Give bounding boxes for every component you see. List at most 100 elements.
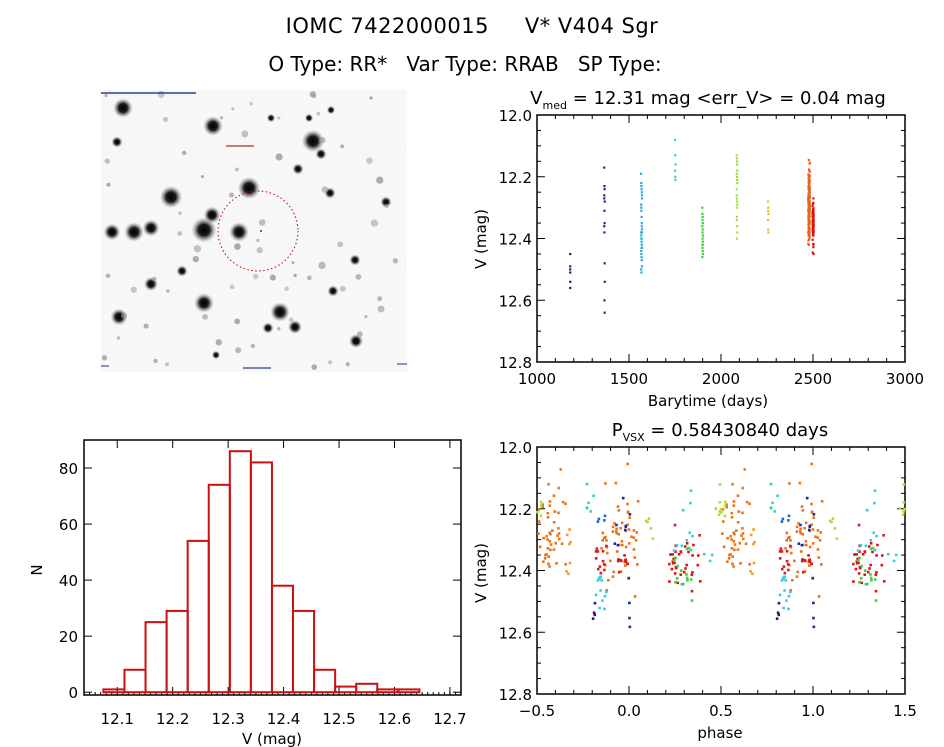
title-symbol: P [612,420,623,441]
data-point [725,503,728,506]
data-point [736,169,739,172]
data-point [818,538,822,542]
data-point [812,245,815,249]
data-point [782,565,786,568]
x-tick-label: 12.2 [156,710,189,728]
data-point [674,175,677,178]
data-point [554,541,558,545]
data-point [603,197,606,200]
data-point [732,531,735,535]
data-point [807,227,810,230]
x-tick-label: 12.7 [433,710,466,728]
data-point [808,525,812,529]
star [304,113,314,123]
faint-star [258,219,266,226]
data-point [632,529,636,532]
data-point [621,496,625,500]
star [315,148,327,160]
data-point [640,240,643,243]
faint-star [392,258,399,264]
data-point [736,494,740,498]
data-point [796,570,800,574]
o-type-value: RR* [349,52,388,76]
data-point [569,268,572,271]
data-point [640,256,643,259]
data-point [812,513,816,516]
target-label-mark [226,145,254,147]
data-point [784,547,787,550]
data-point [600,547,603,550]
data-point [548,504,552,507]
data-point [673,523,677,527]
data-point [595,547,599,550]
data-point [599,575,603,579]
faint-star [235,347,242,354]
data-point [623,564,627,567]
data-point [820,563,823,566]
data-point [808,208,811,211]
data-point [569,540,572,544]
data-point [585,506,589,510]
data-point [803,526,806,530]
data-point [557,511,560,515]
data-point [859,544,863,547]
star [111,136,123,148]
data-point [568,528,571,531]
data-point [730,511,734,515]
data-point [808,237,811,240]
data-point [812,215,815,218]
data-point [701,252,704,256]
data-point [617,509,621,512]
data-point [547,482,550,486]
faint-star [277,327,281,331]
data-point [606,551,609,555]
data-point [627,576,631,580]
data-point [601,539,604,542]
data-point [812,218,815,222]
data-point [726,560,729,563]
data-point [696,554,700,557]
data-point [549,532,552,536]
data-point [557,526,560,530]
data-point [752,528,755,531]
data-point [628,516,631,520]
data-point [871,550,874,554]
faint-star [235,167,239,172]
data-point [689,489,693,492]
data-point [676,564,679,568]
data-point [861,552,865,556]
y-tick-label: 12.8 [499,354,532,372]
data-point [748,563,751,566]
data-point [807,192,811,195]
data-point [603,311,606,314]
data-point [735,215,739,219]
faint-star [256,238,260,242]
data-point [564,502,567,506]
faint-star [166,289,170,293]
data-point [636,563,639,566]
histogram-bar [207,483,231,694]
faint-star [202,313,208,320]
data-point [603,200,606,203]
data-point [683,545,687,548]
data-point [673,559,676,563]
data-point [858,550,861,553]
faint-star [215,339,222,346]
data-point [604,482,607,485]
data-point [677,552,681,556]
faint-star [193,245,202,253]
data-point [603,514,607,518]
data-point [568,542,571,546]
data-point [604,536,607,539]
data-point [869,563,872,567]
data-point [616,559,620,563]
phase-curve-ylabel: V (mag) [472,543,490,603]
data-point [601,599,604,602]
data-point [741,486,745,490]
histogram-bar [186,539,210,694]
data-point [807,176,810,179]
data-point [682,582,685,586]
data-point [860,564,863,568]
data-point [615,550,619,553]
